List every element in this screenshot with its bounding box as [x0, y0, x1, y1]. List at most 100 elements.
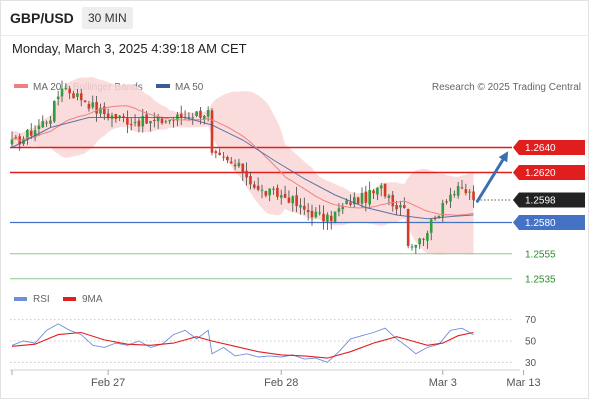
candle-body — [33, 130, 37, 138]
candle — [41, 115, 45, 128]
candle-body — [233, 164, 237, 167]
candle-body — [168, 119, 171, 122]
price-levels — [10, 146, 512, 280]
candle — [306, 203, 310, 221]
candle-body — [137, 120, 141, 127]
candle — [279, 189, 283, 205]
candle — [241, 163, 245, 181]
candle-body — [187, 117, 191, 119]
candle — [218, 148, 221, 156]
candle — [303, 197, 306, 215]
candle — [133, 114, 137, 127]
candle-body — [345, 200, 348, 205]
candle-body — [218, 152, 221, 156]
candle-body — [256, 185, 260, 190]
datetime-label: Monday, March 3, 2025 4:39:18 AM CET — [12, 41, 247, 56]
legend-label-rsi: RSI — [33, 294, 50, 305]
candle — [406, 208, 410, 249]
candle-body — [264, 191, 268, 196]
candle — [256, 177, 260, 192]
candle — [395, 200, 398, 216]
candle — [341, 203, 345, 215]
candle-body — [303, 205, 306, 210]
candle — [149, 120, 152, 132]
x-axis: Feb 27 Feb 28 Mar 3 Mar 13 — [11, 370, 541, 389]
candle — [391, 191, 395, 212]
candle-body — [472, 191, 475, 200]
candle-body — [376, 187, 379, 195]
candle-body — [29, 130, 33, 136]
level-label-resistance: 1.2640 — [513, 140, 585, 155]
candle — [299, 198, 302, 215]
candle-body — [153, 119, 156, 121]
candle-body — [68, 88, 71, 94]
candle-body — [41, 121, 45, 128]
legend-label-ma50: MA 50 — [175, 82, 204, 93]
candle — [460, 180, 464, 190]
legend-swatch-9ma — [63, 297, 76, 301]
candle — [222, 152, 225, 161]
candle — [410, 243, 414, 251]
ma20-line — [11, 105, 474, 216]
interval-badge[interactable]: 30 MIN — [82, 7, 133, 29]
candle — [114, 113, 118, 123]
candle-body — [318, 212, 321, 214]
candle-body — [106, 113, 110, 119]
rsi-legend: RSI 9MA — [14, 294, 103, 305]
candle-body — [149, 121, 152, 124]
candle-body — [426, 233, 429, 241]
candle — [329, 210, 333, 230]
candle-body — [429, 219, 433, 233]
level-label-resistance: 1.2620 — [513, 165, 585, 180]
candle-body — [26, 130, 29, 140]
candle-body — [387, 195, 391, 199]
candle-body — [364, 191, 368, 203]
candle-body — [45, 122, 48, 124]
candle — [310, 204, 314, 226]
candle-body — [141, 116, 145, 127]
x-tick-label: Feb 28 — [264, 377, 298, 389]
candle-body — [191, 117, 195, 119]
candle — [76, 88, 79, 101]
candle — [349, 194, 352, 207]
candle — [383, 183, 387, 199]
candle — [118, 114, 121, 122]
candle-body — [226, 156, 229, 161]
candle-body — [456, 186, 460, 196]
rsi-series-9ma — [11, 331, 474, 359]
rsi-tick-label: 30 — [525, 358, 537, 369]
candle-body — [60, 88, 64, 97]
candle — [287, 190, 291, 204]
candle — [253, 180, 256, 190]
candle-body — [129, 124, 133, 126]
candle — [449, 187, 452, 209]
symbol-title: GBP/USD — [10, 10, 74, 26]
rsi-grid: 70 50 30 — [10, 315, 537, 369]
candle-body — [83, 100, 87, 103]
x-tick-label: Mar 3 — [429, 377, 457, 389]
candle — [399, 200, 402, 216]
moving-averages — [11, 105, 474, 220]
candle-body — [203, 115, 206, 120]
candle-body — [337, 208, 341, 212]
candle-body — [179, 113, 183, 118]
level-label-support: 1.2535 — [525, 274, 556, 285]
candle — [168, 119, 171, 125]
level-label-box — [513, 165, 585, 180]
candle-body — [53, 100, 56, 122]
candle — [468, 188, 471, 200]
candle-body — [199, 110, 202, 118]
candle-body — [91, 102, 95, 108]
candle-body — [95, 102, 98, 114]
candle — [291, 195, 295, 212]
candle — [379, 183, 383, 197]
candle — [33, 125, 37, 142]
candle-body — [406, 208, 410, 246]
candle-body — [114, 114, 118, 119]
rsi-tick-label: 70 — [525, 315, 537, 326]
candle-body — [353, 197, 356, 205]
candle-body — [322, 213, 325, 222]
candle-body — [391, 194, 395, 207]
candle-body — [287, 197, 291, 203]
